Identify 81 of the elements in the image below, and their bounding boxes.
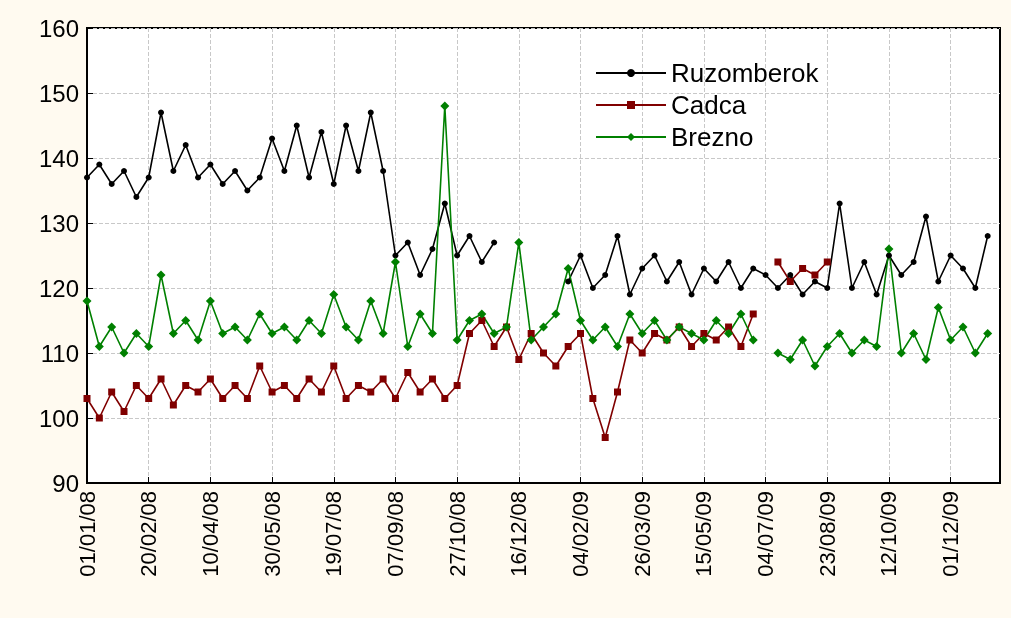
point xyxy=(206,375,214,383)
point xyxy=(614,388,622,396)
point xyxy=(688,343,696,350)
x-tick-label: 15/05/09 xyxy=(691,491,717,577)
point xyxy=(799,265,807,272)
point xyxy=(564,343,572,350)
point xyxy=(280,382,288,389)
y-tick-label: 160 xyxy=(38,14,79,42)
point xyxy=(391,395,399,402)
x-tick-label: 01/12/09 xyxy=(938,491,964,577)
y-tick-label: 130 xyxy=(38,209,79,237)
point xyxy=(552,362,560,370)
point xyxy=(465,330,473,337)
x-tick-label: 23/08/09 xyxy=(814,491,840,577)
y-tick-label: 120 xyxy=(38,274,79,302)
legend-label: Ruzomberok xyxy=(671,58,820,88)
point xyxy=(231,382,239,389)
point xyxy=(379,375,387,383)
point xyxy=(478,317,486,324)
point xyxy=(145,395,153,402)
point xyxy=(132,382,140,389)
y-tick-label: 110 xyxy=(40,339,79,367)
point xyxy=(540,349,547,357)
point xyxy=(527,330,535,337)
point xyxy=(589,395,597,402)
point xyxy=(786,278,794,285)
point xyxy=(305,375,313,383)
point xyxy=(169,401,177,409)
x-tick-label: 04/02/09 xyxy=(568,491,594,577)
x-tick-label: 27/10/08 xyxy=(444,491,470,577)
point xyxy=(219,395,227,402)
point xyxy=(83,395,91,402)
legend-label: Brezno xyxy=(671,122,754,152)
point xyxy=(243,395,251,402)
point xyxy=(293,395,301,402)
point xyxy=(95,414,103,422)
point xyxy=(354,382,362,389)
x-tick-label: 20/02/08 xyxy=(136,491,162,577)
x-tick-label: 07/09/08 xyxy=(382,491,408,577)
point xyxy=(404,369,412,376)
point xyxy=(749,310,757,318)
point xyxy=(626,336,634,344)
y-tick-label: 140 xyxy=(38,144,79,172)
point xyxy=(712,336,720,344)
point xyxy=(453,382,461,389)
point xyxy=(441,395,449,402)
point xyxy=(342,395,350,402)
point xyxy=(490,343,498,350)
point xyxy=(256,362,264,370)
x-tick-label: 12/10/09 xyxy=(876,491,902,577)
legend-label: Cadca xyxy=(671,90,747,120)
point xyxy=(182,382,190,389)
x-tick-label: 19/07/08 xyxy=(321,491,347,577)
point xyxy=(601,434,609,441)
x-tick-label: 26/03/09 xyxy=(629,491,655,577)
point xyxy=(577,330,585,337)
point xyxy=(651,330,659,337)
point xyxy=(700,330,708,337)
point xyxy=(120,408,128,415)
point xyxy=(367,388,375,396)
point xyxy=(811,271,819,279)
x-tick-label: 16/12/08 xyxy=(506,491,532,577)
x-tick-label: 04/07/09 xyxy=(753,491,779,577)
point xyxy=(515,356,523,363)
point xyxy=(416,388,424,396)
point xyxy=(157,375,165,383)
x-tick-label: 10/04/08 xyxy=(197,491,223,577)
point xyxy=(317,388,325,396)
point xyxy=(330,362,338,370)
point xyxy=(737,343,745,350)
point xyxy=(268,388,276,396)
point xyxy=(774,258,782,266)
point xyxy=(823,258,831,266)
y-tick-label: 100 xyxy=(38,404,79,432)
point xyxy=(194,388,202,396)
x-tick-label: 30/05/08 xyxy=(259,491,285,577)
y-tick-label: 150 xyxy=(38,79,79,107)
point xyxy=(638,349,646,357)
point xyxy=(108,388,116,396)
point xyxy=(725,323,733,331)
point xyxy=(428,375,436,383)
